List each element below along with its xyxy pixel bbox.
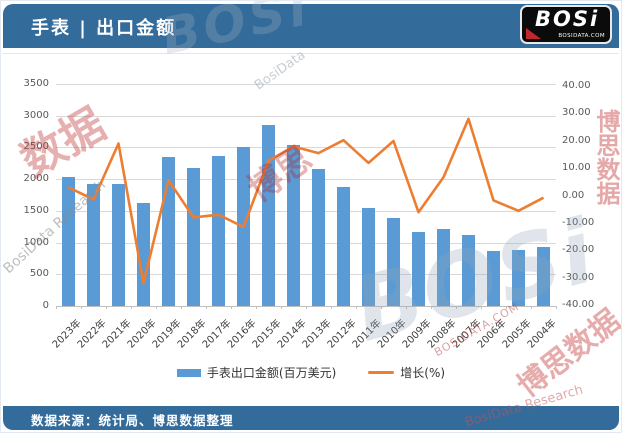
left-axis-tick-label: 2000: [23, 173, 49, 185]
right-axis-tick-label: 10.00: [562, 162, 591, 174]
x-axis-tick: [256, 306, 257, 309]
bar: [262, 124, 275, 306]
bar: [112, 183, 125, 306]
right-axis-tick-label: -10.00: [562, 216, 595, 228]
x-axis-tick: [406, 306, 407, 309]
right-axis-tick-label: 0.00: [562, 189, 585, 201]
bar: [287, 144, 300, 306]
x-axis-tick: [206, 306, 207, 309]
gridline: [56, 115, 556, 117]
x-axis-tick: [181, 306, 182, 309]
legend-line-label: 增长(%): [400, 366, 446, 380]
header-bar: 手表 | 出口金额: [3, 4, 619, 48]
bar: [187, 168, 200, 306]
left-axis-tick-label: 0: [42, 300, 49, 311]
x-axis-tick: [556, 306, 557, 309]
x-axis-tick: [331, 306, 332, 309]
right-axis-tick-label: -20.00: [562, 244, 595, 256]
gridline: [56, 274, 556, 276]
right-axis-tick-label: -40.00: [562, 299, 595, 310]
bar: [312, 168, 325, 306]
logo-flag-icon: [526, 28, 541, 39]
bar: [362, 208, 375, 306]
bar: [62, 176, 75, 306]
x-axis-tick: [131, 306, 132, 309]
x-axis-tick: [231, 306, 232, 309]
right-axis-tick-label: 30.00: [562, 107, 591, 119]
bar: [237, 146, 250, 306]
x-axis-tick: [381, 306, 382, 309]
gridline: [56, 147, 556, 149]
gridline: [56, 210, 556, 212]
x-axis-tick: [431, 306, 432, 309]
legend-item-line: 增长(%): [368, 364, 445, 381]
left-axis-tick-label: 3500: [23, 78, 49, 89]
left-axis-tick-label: 1500: [23, 204, 49, 216]
x-axis-tick: [156, 306, 157, 309]
legend-item-bars: 手表出口金额(百万美元): [176, 364, 337, 381]
x-axis-tick: [106, 306, 107, 309]
bar: [487, 250, 500, 306]
left-axis-tick-label: 1000: [23, 236, 49, 248]
logo-domain-text: BOSIDATA.COM: [558, 33, 605, 39]
source-note: 数据来源：统计局、博思数据整理: [31, 413, 234, 428]
legend-line-swatch: [368, 371, 395, 374]
chart-legend: 手表出口金额(百万美元) 增长(%): [1, 364, 621, 381]
legend-bar-swatch: [176, 368, 201, 377]
gridline: [56, 84, 556, 85]
left-axis-tick-label: 2500: [23, 141, 49, 153]
header-divider: [3, 53, 619, 54]
right-axis-tick-label: 40.00: [562, 80, 591, 91]
bar: [337, 186, 350, 306]
bar: [162, 156, 175, 306]
bar: [137, 203, 150, 306]
bar: [212, 155, 225, 306]
logo-wordmark: BOSi: [535, 7, 600, 31]
x-axis-tick: [306, 306, 307, 309]
x-axis-tick: [481, 306, 482, 309]
x-axis-tick: [81, 306, 82, 309]
bar: [412, 232, 425, 306]
bar: [87, 183, 100, 306]
bar: [462, 235, 475, 306]
x-axis-tick: [506, 306, 507, 309]
left-axis-tick-label: 3000: [23, 109, 49, 121]
left-axis-tick-label: 500: [29, 268, 49, 280]
page-title: 手表 | 出口金额: [31, 18, 177, 39]
bar: [437, 229, 450, 306]
right-axis-tick-label: 20.00: [562, 134, 591, 146]
bar: [387, 218, 400, 306]
legend-bar-label: 手表出口金额(百万美元): [206, 366, 337, 380]
x-axis-tick: [356, 306, 357, 309]
watermark: BosiData: [251, 47, 309, 94]
bar: [537, 246, 550, 306]
bosi-logo: BOSi BOSIDATA.COM: [520, 5, 612, 44]
gridline: [56, 179, 556, 181]
bar: [512, 249, 525, 306]
footer-bar: 数据来源：统计局、博思数据整理: [3, 406, 619, 430]
x-axis-tick: [456, 306, 457, 309]
right-axis-tick-label: -30.00: [562, 271, 595, 283]
x-axis-tick: [281, 306, 282, 309]
x-axis-tick: [56, 306, 57, 309]
x-axis-tick: [531, 306, 532, 309]
gridline: [56, 242, 556, 244]
